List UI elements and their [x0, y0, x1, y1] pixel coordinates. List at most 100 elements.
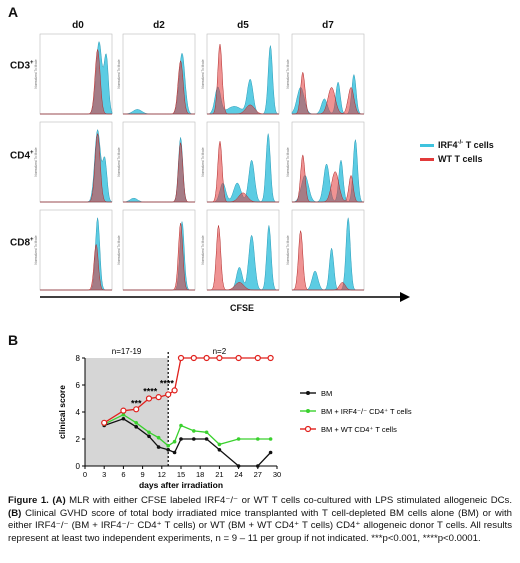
series-2-point: [147, 430, 151, 435]
x-tick-label: 27: [254, 470, 262, 479]
series-1-line: [103, 418, 272, 467]
histogram-r2-c1: Normalized To Mode: [34, 121, 113, 203]
histogram-r2-c4: Normalized To Mode: [286, 121, 365, 203]
panel-a-legend: IRF4-/- T cells WT T cells: [420, 140, 494, 164]
series-2-point: [255, 437, 260, 441]
cfse-arrow-head: [400, 292, 410, 302]
histogram-ylabel: Normalized To Mode: [117, 147, 121, 176]
series-1-point: [172, 450, 177, 455]
series-3-point: [171, 387, 178, 394]
legend-label: BM + IRF4⁻/⁻ CD4⁺ T cells: [321, 407, 412, 416]
legend-item-wt: WT T cells: [420, 154, 494, 164]
histogram-ylabel: Normalized To Mode: [117, 59, 121, 88]
histogram-ylabel: Normalized To Mode: [34, 59, 38, 88]
series-1-point: [166, 448, 170, 452]
histogram-r3-c4: Normalized To Mode: [286, 209, 365, 291]
series-2-point: [192, 429, 196, 433]
series-2-point: [172, 439, 177, 444]
caption-text-a: MLR with either CFSE labeled IRF4⁻/⁻ or …: [65, 495, 513, 506]
histogram-ylabel: Normalized To Mode: [201, 235, 205, 264]
x-tick-label: 0: [83, 470, 87, 479]
histogram-r1-c3: Normalized To Mode: [201, 33, 280, 115]
series-1-point: [268, 450, 273, 455]
significance-label: ****: [160, 378, 175, 388]
histogram-ylabel: Normalized To Mode: [286, 235, 290, 264]
series-3-point: [145, 395, 153, 402]
y-tick-label: 0: [76, 462, 81, 471]
series-1-point: [236, 464, 241, 468]
legend-label: BM + WT CD4⁺ T cells: [321, 425, 397, 434]
series-2-point: [217, 442, 222, 447]
series-1-point: [192, 437, 196, 441]
x-tick-label: 30: [273, 470, 281, 479]
histogram-r3-c2: Normalized To Mode: [117, 209, 196, 291]
legend-item-2: BM + IRF4⁻/⁻ CD4⁺ T cells: [300, 407, 412, 416]
histogram-r1-c4: Normalized To Mode: [286, 33, 365, 115]
figure-caption: Figure 1. (A) MLR with either CFSE label…: [8, 495, 512, 545]
series-1-point: [156, 445, 161, 449]
series-2-point: [236, 437, 241, 441]
series-2: [102, 412, 273, 448]
histogram-r1-c1: Normalized To Mode: [34, 33, 113, 115]
row-label-cd3: CD3+: [10, 60, 34, 72]
x-tick-label: 24: [234, 470, 242, 479]
shaded-region: [85, 358, 169, 466]
histogram-ylabel: Normalized To Mode: [201, 147, 205, 176]
series-3-point: [190, 354, 197, 362]
series-3-point: [216, 354, 223, 362]
y-tick-label: 8: [76, 354, 81, 363]
histogram-ylabel: Normalized To Mode: [34, 147, 38, 176]
series-3: [101, 354, 274, 426]
series-1-point: [217, 448, 222, 452]
legend-swatch-wt: [420, 158, 434, 162]
series-3-point: [177, 354, 185, 362]
legend-item-1: BM: [300, 389, 332, 398]
x-axis-label: days after irradiation: [139, 480, 223, 490]
series-3-point: [235, 354, 242, 362]
panel-a-letter: A: [8, 4, 19, 20]
histogram-ylabel: Normalized To Mode: [201, 59, 205, 88]
series-2-point: [204, 430, 209, 435]
series-1-point: [204, 437, 209, 441]
annotation-n-left: n=17-19: [112, 347, 142, 356]
histogram-r1-c2: Normalized To Mode: [117, 33, 196, 115]
column-header-d5: d5: [237, 20, 249, 31]
series-2-point: [166, 443, 170, 448]
series-1-point: [255, 464, 260, 468]
x-tick-label: 6: [121, 470, 125, 479]
caption-label-a: (A): [52, 495, 66, 506]
caption-text-b: Clinical GVHD score of total body irradi…: [8, 507, 512, 544]
significance-label: ****: [143, 386, 158, 396]
series-2-point: [268, 437, 273, 441]
y-tick-label: 4: [76, 408, 81, 417]
histogram-ylabel: Normalized To Mode: [34, 235, 38, 264]
x-tick-label: 3: [102, 470, 106, 479]
x-tick-label: 21: [215, 470, 223, 479]
series-3-point: [133, 406, 140, 413]
caption-title: Figure 1.: [8, 495, 49, 506]
significance-label: ***: [131, 399, 142, 409]
histogram-r3-c3: Normalized To Mode: [201, 209, 280, 291]
histogram-ylabel: Normalized To Mode: [286, 147, 290, 176]
x-tick-label: 15: [177, 470, 185, 479]
row-label-cd4: CD4+: [10, 150, 34, 162]
x-tick-label: 18: [196, 470, 204, 479]
y-tick-label: 6: [76, 381, 81, 390]
series-3-point: [165, 391, 172, 398]
series-1-point: [147, 434, 151, 439]
cfse-axis-label: CFSE: [230, 303, 255, 313]
series-3-point: [120, 407, 127, 414]
x-tick-label: 9: [141, 470, 145, 479]
series-2-line: [103, 413, 271, 447]
series-3-point: [203, 354, 210, 362]
histogram-grid: Normalized To Mode Normalized To Mode Norm…: [34, 33, 410, 302]
legend-item-3: BM + WT CD4⁺ T cells: [300, 425, 397, 434]
histogram-ylabel: Normalized To Mode: [286, 59, 290, 88]
histogram-r3-c1: Normalized To Mode: [34, 209, 113, 291]
series-1-point: [121, 416, 126, 421]
annotation-n-right: n=2: [213, 347, 227, 356]
legend-label: BM: [321, 389, 332, 398]
caption-label-b: (B): [8, 507, 22, 519]
series-1-point: [134, 425, 138, 429]
